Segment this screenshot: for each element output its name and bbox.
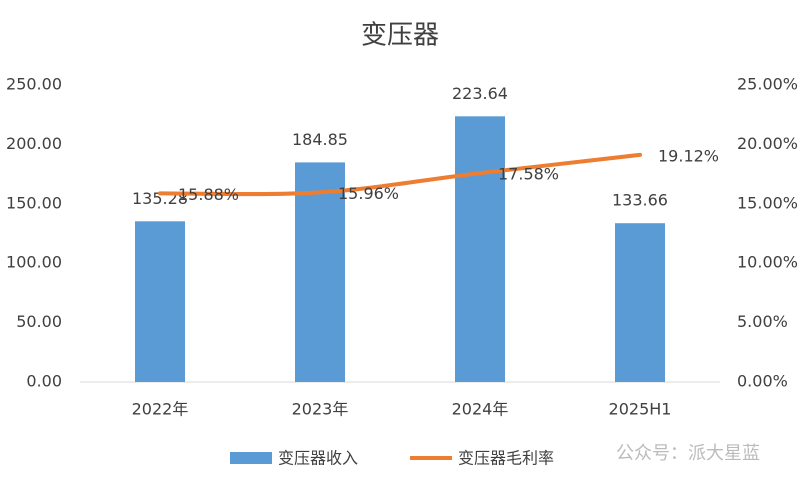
legend-label: 变压器毛利率 — [458, 449, 554, 468]
y2-tick-label: 5.00% — [737, 312, 788, 331]
y-tick-label: 200.00 — [6, 134, 62, 153]
y2-tick-label: 10.00% — [737, 253, 798, 272]
y-tick-label: 150.00 — [6, 193, 62, 212]
legend-label: 变压器收入 — [278, 449, 358, 468]
x-tick-label: 2024年 — [452, 400, 509, 419]
line-value-label: 17.58% — [498, 165, 559, 184]
y2-tick-label: 0.00% — [737, 372, 788, 391]
bar — [295, 162, 345, 382]
bar — [615, 223, 665, 382]
bar-value-label: 223.64 — [452, 84, 508, 103]
y-tick-label: 250.00 — [6, 75, 62, 94]
line-value-label: 15.96% — [338, 184, 399, 203]
y-tick-label: 100.00 — [6, 253, 62, 272]
y2-tick-label: 20.00% — [737, 134, 798, 153]
x-tick-label: 2023年 — [292, 400, 349, 419]
line — [158, 152, 642, 197]
x-tick-label: 2025H1 — [609, 400, 672, 419]
legend-swatch — [230, 452, 272, 464]
bar-value-label: 184.85 — [292, 130, 348, 149]
y2-tick-label: 15.00% — [737, 193, 798, 212]
bar-value-label: 133.66 — [612, 191, 668, 210]
watermark: 公众号：派大星蓝 — [616, 443, 760, 464]
bar — [455, 116, 505, 383]
line-value-label: 19.12% — [658, 146, 719, 165]
y-tick-label: 50.00 — [16, 312, 62, 331]
chart-title: 变压器 — [361, 21, 439, 51]
bar — [135, 221, 185, 382]
y-tick-label: 0.00 — [26, 372, 62, 391]
line-value-label: 15.88% — [178, 185, 239, 204]
x-tick-label: 2022年 — [132, 400, 189, 419]
y2-tick-label: 25.00% — [737, 75, 798, 94]
